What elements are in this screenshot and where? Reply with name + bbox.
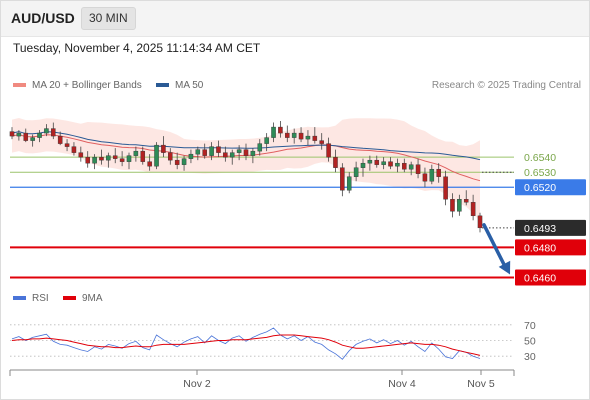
candle-body — [65, 144, 69, 147]
candle-body — [24, 133, 28, 141]
candle-body — [313, 136, 317, 141]
candle-body — [450, 199, 454, 211]
candle-body — [333, 157, 337, 168]
candle-body — [478, 216, 482, 228]
candle-body — [223, 153, 227, 158]
candle-body — [10, 132, 14, 137]
candle-body — [175, 160, 179, 165]
candle-body — [368, 160, 372, 163]
candle-body — [244, 150, 248, 156]
candle-body — [203, 150, 207, 156]
candle-body — [72, 147, 76, 153]
candle-body — [37, 133, 41, 138]
candle-body — [402, 163, 406, 169]
candle-body — [395, 163, 399, 166]
level-label-0.6520: 0.6520 — [524, 182, 556, 194]
candle-body — [361, 163, 365, 168]
candle-body — [409, 165, 413, 170]
candle-body — [168, 153, 172, 161]
candle-body — [216, 147, 220, 153]
candle-body — [340, 168, 344, 191]
rsi-tick-30: 30 — [524, 351, 536, 363]
candle-body — [210, 147, 214, 156]
candle-body — [189, 154, 193, 159]
candle-body — [106, 156, 110, 161]
candle-body — [258, 144, 262, 152]
candle-body — [58, 136, 62, 144]
x-tick-label: Nov 5 — [467, 378, 495, 390]
candle-body — [444, 177, 448, 200]
level-label-0.6480: 0.6480 — [524, 242, 556, 254]
candle-body — [423, 174, 427, 182]
candle-body — [237, 150, 241, 153]
candle-body — [430, 169, 434, 181]
candle-body — [161, 145, 165, 153]
candle-body — [93, 157, 97, 163]
rsi-9ma-line — [12, 335, 480, 355]
x-tick-label: Nov 4 — [388, 378, 416, 390]
candle-body — [99, 157, 103, 160]
candle-body — [51, 129, 55, 137]
candle-body — [327, 144, 331, 158]
candle-body — [292, 133, 296, 138]
candle-body — [182, 159, 186, 165]
candle-body — [17, 133, 21, 136]
candle-body — [79, 153, 83, 158]
last-price-label: 0.6493 — [524, 223, 556, 235]
candle-body — [382, 162, 386, 165]
candle-body — [375, 160, 379, 165]
candle-body — [471, 202, 475, 216]
candle-body — [278, 127, 282, 133]
candle-body — [416, 165, 420, 174]
candle-body — [388, 162, 392, 167]
candle-body — [437, 169, 441, 177]
candle-body — [306, 136, 310, 139]
candle-body — [457, 199, 461, 211]
candle-body — [464, 199, 468, 202]
candle-body — [113, 156, 117, 159]
candle-body — [196, 150, 200, 155]
candle-body — [86, 157, 90, 163]
rsi-tick-70: 70 — [524, 320, 536, 332]
candle-body — [354, 168, 358, 177]
candle-body — [347, 177, 351, 191]
candle-body — [299, 133, 303, 139]
candle-body — [320, 141, 324, 144]
rsi-tick-50: 50 — [524, 336, 536, 348]
level-label-0.6460: 0.6460 — [524, 272, 556, 284]
candle-body — [127, 156, 131, 162]
level-label-0.6530: 0.6530 — [524, 167, 556, 179]
candle-body — [134, 151, 138, 156]
candle-body — [120, 159, 124, 162]
candle-body — [251, 151, 255, 156]
candle-body — [31, 138, 35, 141]
candle-body — [154, 145, 158, 166]
candle-body — [271, 127, 275, 138]
candle-body — [44, 129, 48, 134]
level-label-0.6540: 0.6540 — [524, 152, 556, 164]
bollinger-band-area — [12, 118, 480, 221]
candle-body — [148, 162, 152, 167]
candle-body — [285, 133, 289, 138]
x-tick-label: Nov 2 — [183, 378, 211, 390]
candle-body — [265, 138, 269, 144]
candle-body — [230, 153, 234, 158]
candle-body — [141, 151, 145, 162]
